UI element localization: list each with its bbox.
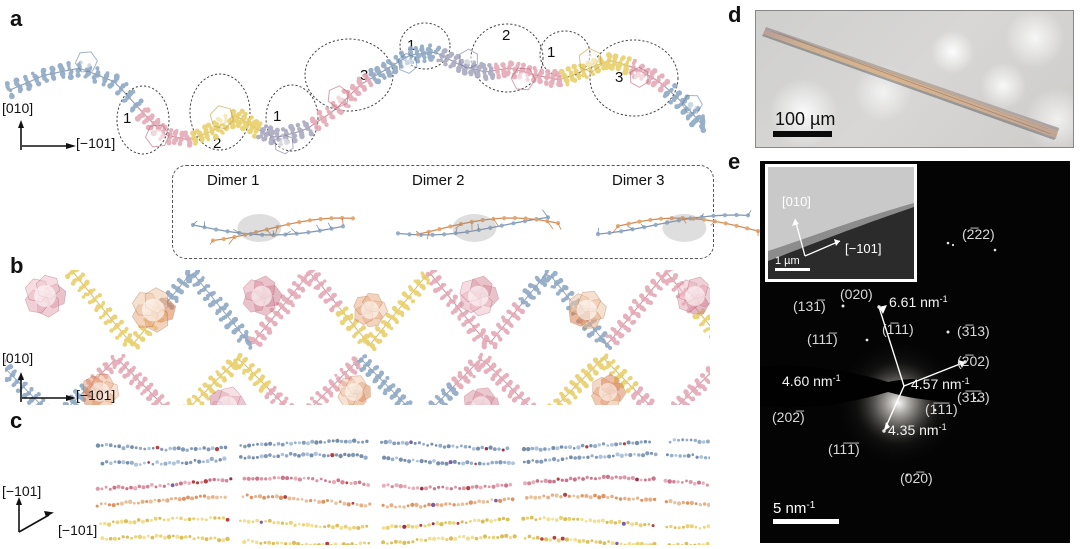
svg-text:1: 1 [547, 44, 555, 61]
svg-text:(2̅22): (2̅22) [962, 226, 995, 242]
svg-text:(3̅1̅3): (3̅1̅3) [957, 389, 990, 405]
svg-text:(2̅02): (2̅02) [957, 353, 990, 369]
svg-text:(131̅): (131̅) [793, 298, 826, 314]
svg-text:4.60 nm-1: 4.60 nm-1 [782, 373, 841, 389]
svg-text:(020): (020) [840, 286, 873, 302]
svg-text:3: 3 [615, 69, 623, 86]
svg-text:(11̅1̅): (11̅1̅) [828, 441, 860, 457]
svg-text:(111̅): (111̅) [807, 331, 838, 347]
svg-text:4.35 nm-1: 4.35 nm-1 [888, 422, 947, 438]
svg-text:2: 2 [502, 27, 510, 44]
svg-text:1: 1 [273, 108, 281, 125]
svg-text:[010]: [010] [782, 194, 811, 209]
svg-text:1 µm: 1 µm [775, 255, 800, 267]
svg-text:100 µm: 100 µm [775, 109, 835, 129]
svg-text:1: 1 [123, 110, 131, 127]
svg-text:(1̅11): (1̅11) [882, 321, 914, 337]
svg-text:(202̅): (202̅) [772, 409, 805, 425]
svg-text:[−101]: [−101] [845, 241, 882, 256]
svg-text:(02̅0): (02̅0) [900, 470, 933, 486]
svg-text:(3̅13): (3̅13) [957, 323, 990, 339]
svg-text:(1̅1̅1): (1̅1̅1) [925, 401, 958, 417]
svg-text:6.61 nm-1: 6.61 nm-1 [889, 294, 948, 310]
